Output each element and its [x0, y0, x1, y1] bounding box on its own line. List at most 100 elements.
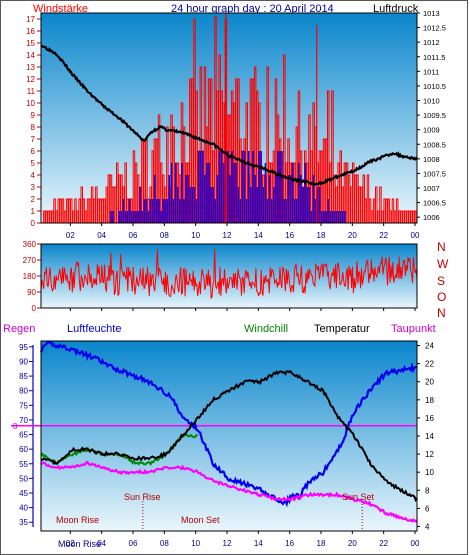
pressure-tick-label: 1008	[423, 155, 440, 164]
compass-s: S	[437, 274, 445, 288]
hour-tick-label: 12	[223, 231, 232, 240]
compass-w: W	[437, 257, 449, 271]
pressure-tick-label: 1008.5	[423, 140, 446, 149]
panel1-frame	[40, 12, 418, 224]
panel2-background	[41, 244, 417, 308]
temperature-tick-label: 24	[425, 342, 434, 351]
wind-tick-label: 13	[26, 63, 35, 72]
humidity-tick-label: 95	[19, 343, 28, 352]
temperature-tick-label: 4	[425, 522, 430, 531]
pressure-tick-label: 1007	[423, 184, 440, 193]
hour-tick-label: 08	[160, 539, 169, 548]
humidity-tick-label: 65	[19, 431, 28, 440]
label-temperatur: Temperatur	[314, 323, 370, 335]
compass-n-bottom: N	[437, 306, 446, 320]
temperature-tick-label: 20	[425, 378, 434, 387]
wind-tick-label: 7	[31, 135, 36, 144]
humidity-tick-label: 80	[19, 387, 28, 396]
humidity-tick-label: 90	[19, 357, 28, 366]
luftfeuchte-line	[40, 341, 417, 508]
humidity-tick-label: 85	[19, 372, 28, 381]
hour-tick-label: 16	[285, 231, 294, 240]
humidity-tick-label: 50	[19, 474, 28, 483]
temperature-tick-label: 22	[425, 360, 434, 369]
wind-direction-line	[40, 248, 418, 300]
pressure-tick-label: 1009.5	[423, 111, 446, 120]
panel3-background	[41, 341, 417, 531]
temperature-tick-label: 10	[425, 468, 434, 477]
wind-tick-label: 3	[31, 183, 36, 192]
panel2-frame	[40, 243, 418, 309]
hour-tick-label: 02	[66, 539, 75, 548]
hour-tick-label: 04	[97, 231, 106, 240]
pressure-tick-label: 1013	[423, 9, 440, 18]
label-luftfeuchte: Luftfeuchte	[67, 323, 121, 335]
compass-n-top: N	[437, 240, 446, 254]
wind-tick-label: 11	[27, 87, 36, 96]
hour-tick-label: 22	[379, 231, 388, 240]
hour-tick-label: 20	[348, 539, 357, 548]
pressure-tick-label: 1010	[423, 97, 440, 106]
hour-tick-label: 10	[191, 231, 200, 240]
wind-tick-label: 1	[31, 207, 36, 216]
wind-tick-label: 0	[31, 219, 36, 228]
hour-tick-label: 16	[285, 539, 294, 548]
direction-tick-label: 90	[27, 288, 36, 297]
temperatur-line	[40, 369, 418, 503]
pressure-tick-label: 1006	[423, 213, 440, 222]
direction-tick-label: 360	[23, 240, 37, 249]
humidity-tick-label: 75	[19, 401, 28, 410]
hour-tick-label: 10	[191, 539, 200, 548]
temperature-tick-label: 16	[425, 414, 434, 423]
pressure-title: Luftdruck	[373, 3, 419, 15]
hour-tick-label: 18	[317, 539, 326, 548]
hour-tick-label: 00	[411, 539, 420, 548]
annotation-sun-set: Sun Set	[342, 492, 375, 502]
wind-tick-label: 2	[31, 195, 36, 204]
panel3-frame	[40, 340, 418, 532]
wind-tick-label: 4	[31, 171, 36, 180]
wind-tick-label: 12	[26, 75, 35, 84]
annotation-sun-rise: Sun Rise	[124, 492, 161, 502]
hour-tick-label: 18	[317, 231, 326, 240]
panel3-temperature-humidity: 35 40 45 50 55 60 65 70 75 80 85 90 95 4 6 8 10 12 14 16 18 2…	[11, 340, 434, 548]
pressure-tick-label: 1010.5	[423, 82, 446, 91]
annotation-moon-set: Moon Set	[181, 515, 220, 525]
temperature-tick-label: 12	[425, 450, 434, 459]
wind-tick-label: 5	[31, 159, 36, 168]
wind-tick-label: 14	[26, 51, 35, 60]
hour-tick-label: 12	[223, 539, 232, 548]
panel1-wind-pressure: 0123456789101112131415161710061006.51007…	[26, 9, 446, 240]
temperature-tick-label: 6	[425, 504, 430, 513]
humidity-tick-label: 70	[19, 416, 28, 425]
direction-tick-label: 270	[23, 256, 37, 265]
wind-title: Windstärke	[33, 3, 88, 15]
hour-tick-label: 20	[348, 231, 357, 240]
direction-tick-label: 180	[23, 272, 37, 281]
pressure-tick-label: 1012.5	[423, 24, 446, 33]
temperature-tick-label: 14	[425, 432, 434, 441]
panel2-wind-direction: 0 90 180 270 360	[23, 240, 418, 313]
humidity-tick-label: 60	[19, 445, 28, 454]
pressure-tick-label: 1009	[423, 126, 440, 135]
hour-tick-label: 04	[97, 539, 106, 548]
humidity-tick-label: 40	[19, 504, 28, 513]
annotation-moon-rise-2: Moon Rise	[58, 539, 101, 549]
wind-tick-label: 15	[26, 39, 35, 48]
wind-tick-label: 16	[26, 27, 35, 36]
hour-tick-label: 06	[129, 231, 138, 240]
direction-tick-label: 0	[32, 304, 37, 313]
label-taupunkt: Taupunkt	[391, 323, 436, 335]
hour-tick-label: 02	[66, 231, 75, 240]
pressure-tick-label: 1012	[423, 38, 440, 47]
wind-tick-label: 10	[26, 99, 35, 108]
wind-tick-label: 9	[31, 111, 36, 120]
label-regen: Regen	[3, 323, 35, 335]
pressure-line	[40, 44, 418, 187]
hour-tick-label: 00	[411, 231, 420, 240]
wind-tick-label: 8	[31, 123, 36, 132]
humidity-tick-label: 35	[19, 518, 28, 527]
hour-tick-label: 08	[160, 231, 169, 240]
